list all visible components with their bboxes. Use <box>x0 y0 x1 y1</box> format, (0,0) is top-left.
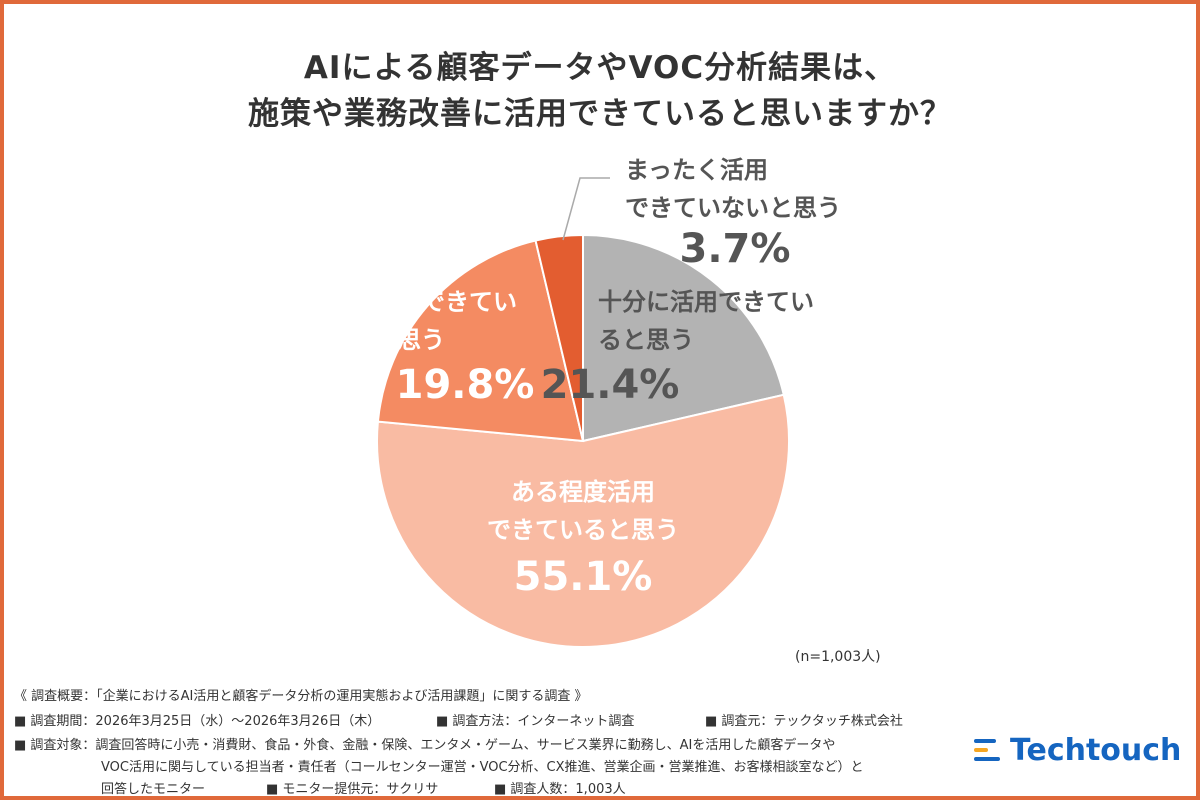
slice-label-1-line1: 十分に活用できてい <box>598 288 814 316</box>
monitor-provider: ■ モニター提供元：サクリサ <box>266 782 439 797</box>
slice-label-2-line2: できていると思う <box>487 516 679 544</box>
slice-value-2: 55.1% <box>514 554 653 600</box>
survey-method: ■ 調査方法：インターネット調査 <box>436 714 635 729</box>
pie-slice-1 <box>582 233 785 443</box>
slice-value-3: 19.8% <box>396 362 535 408</box>
logo-icon <box>974 739 1000 761</box>
slice-label-2-line1: ある程度活用 <box>511 478 655 506</box>
techtouch-logo: Techtouch <box>972 730 1181 770</box>
sample-size: (n=1,003人) <box>795 649 881 665</box>
slice-value-1: 21.4% <box>541 362 680 408</box>
pie-slice-2 <box>376 393 790 648</box>
survey-count: ■ 調査人数：1,003人 <box>494 782 626 797</box>
survey-organizer: ■ 調査元：テックタッチ株式会社 <box>705 714 903 729</box>
survey-summary-title: 《 調査概要：「企業におけるAI活用と顧客データ分析の運用実態および活用課題」に… <box>14 689 588 704</box>
slice-label-3-line1: やや活用できてい <box>325 288 517 316</box>
leader-line <box>562 177 610 241</box>
pie-slice-3 <box>376 239 585 443</box>
slice-label-3-line2: ないと思う <box>325 326 445 354</box>
slice-label-4-line2: できていないと思う <box>625 194 841 222</box>
slice-value-4: 3.7% <box>680 226 791 272</box>
chart-title-line2: 施策や業務改善に活用できていると思いますか？ <box>248 96 952 132</box>
pie-slice-4 <box>534 233 584 442</box>
survey-target-line1: ■ 調査対象：調査回答時に小売・消費財、食品・外食、金融・保険、エンタメ・ゲーム… <box>14 738 836 753</box>
survey-target-line2: VOC活用に関与している担当者・責任者（コールセンター運営・VOC分析、CX推進… <box>101 760 864 775</box>
slice-label-1-line2: ると思う <box>598 326 694 354</box>
chart-title-line1: AIによる顧客データやVOC分析結果は、 <box>303 50 897 86</box>
logo-text: Techtouch <box>1010 732 1182 768</box>
slice-label-4-line1: まったく活用 <box>625 156 768 184</box>
survey-target-line3: 回答したモニター <box>101 782 206 797</box>
survey-period: ■ 調査期間：2026年3月25日（水）〜2026年3月26日（木） <box>14 714 381 729</box>
